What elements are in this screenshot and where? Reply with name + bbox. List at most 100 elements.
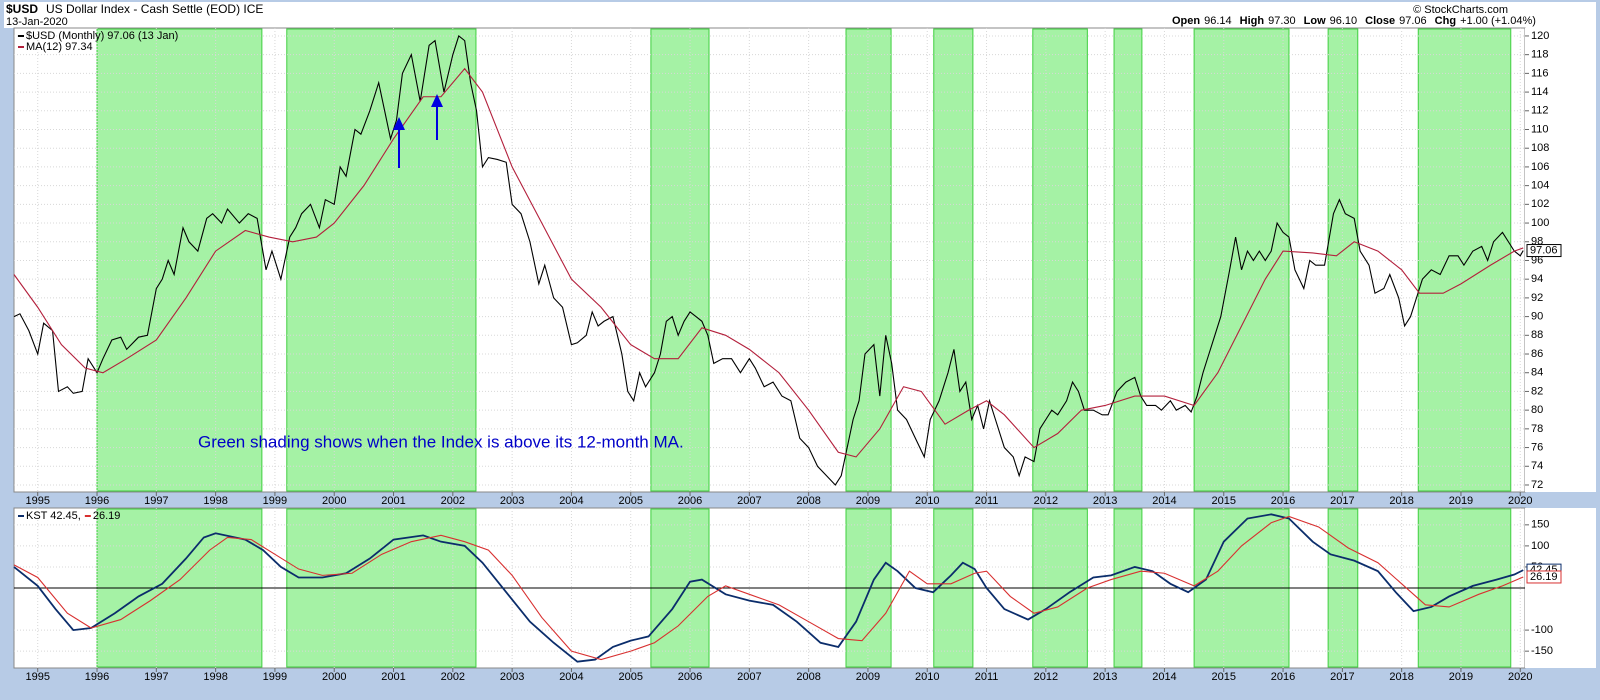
x-tick-label: 1998 — [203, 495, 227, 507]
quote-label: Low — [1304, 15, 1326, 27]
x-tick-label: 2001 — [381, 495, 405, 507]
x-tick-label: 1995 — [25, 495, 49, 507]
x-tick-label: 2012 — [1034, 671, 1058, 683]
y-tick-label: 76 — [1531, 441, 1543, 453]
shading — [650, 28, 710, 492]
x-tick-label: 2013 — [1093, 495, 1117, 507]
x-tick-label: 2006 — [678, 495, 702, 507]
y-tick-label: 114 — [1531, 86, 1549, 98]
x-tick-label: 2016 — [1271, 671, 1295, 683]
y-tick-label: 88 — [1531, 329, 1543, 341]
x-tick-label: 2003 — [500, 495, 524, 507]
y-tick-label: 94 — [1531, 273, 1543, 285]
end-label: 97.06 — [1530, 244, 1558, 256]
end-label-box — [1526, 244, 1562, 258]
x-tick-label: 2017 — [1330, 671, 1354, 683]
quote-value: 96.14 — [1204, 15, 1232, 27]
x-tick-label: 2011 — [975, 671, 999, 683]
quote-label: Open — [1172, 15, 1200, 27]
x-tick-label: 2001 — [381, 671, 405, 683]
series-line — [13, 513, 1524, 663]
instrument-name: US Dollar Index - Cash Settle (EOD) ICE — [46, 2, 263, 16]
x-tick-label: 2009 — [856, 495, 880, 507]
y-tick-label: 110 — [1531, 123, 1549, 135]
quote-value: 97.30 — [1268, 15, 1296, 27]
y-tick-label: 100 — [1531, 540, 1549, 552]
y-tick-label: 90 — [1531, 311, 1543, 323]
quote-label: Close — [1365, 15, 1395, 27]
plots: 7274767880828486889092949698100102104106… — [13, 28, 1562, 683]
y-tick-label: 84 — [1531, 367, 1543, 379]
shading — [845, 28, 892, 492]
x-tick-label: 1996 — [85, 495, 109, 507]
series-line — [13, 35, 1524, 486]
y-tick-label: 82 — [1531, 385, 1543, 397]
x-tick-label: 2018 — [1389, 495, 1413, 507]
shading — [1327, 28, 1359, 492]
x-tick-label: 2007 — [737, 671, 761, 683]
x-tick-label: 2012 — [1034, 495, 1058, 507]
x-tick-label: 2017 — [1330, 495, 1354, 507]
x-tick-label: 2000 — [322, 671, 346, 683]
y-tick-label: 92 — [1531, 292, 1543, 304]
symbol: $USD — [6, 2, 38, 16]
x-tick-label: 2014 — [1152, 671, 1176, 683]
x-tick-label: 2005 — [618, 495, 642, 507]
x-tick-label: 2002 — [441, 671, 465, 683]
y-tick-label: 78 — [1531, 423, 1543, 435]
series-line — [13, 515, 1524, 661]
end-label-box — [1526, 570, 1562, 584]
y-tick-label: 72 — [1531, 479, 1543, 491]
x-tick-label: 2008 — [796, 495, 820, 507]
quote-label: Chg — [1435, 15, 1456, 27]
x-tick-label: 2013 — [1093, 671, 1117, 683]
x-tick-label: 2015 — [1212, 495, 1236, 507]
legend-entry: KST 42.45, — [26, 510, 81, 522]
y-tick-label: 104 — [1531, 180, 1549, 192]
y-tick-label: 74 — [1531, 460, 1543, 472]
arrows — [393, 94, 443, 168]
x-tick-label: 2014 — [1152, 495, 1176, 507]
quote-value: +1.00 (+1.04%) — [1460, 15, 1536, 27]
x-tick-label: 2011 — [975, 495, 999, 507]
quote-label: High — [1240, 15, 1265, 27]
x-tick-label: 1999 — [263, 495, 287, 507]
x-tick-label: 2016 — [1271, 495, 1295, 507]
x-tick-label: 2020 — [1508, 671, 1532, 683]
legend-entry: MA(12) 97.34 — [26, 41, 93, 53]
quote-value: 96.10 — [1330, 15, 1358, 27]
copyright: © StockCharts.com — [1413, 4, 1508, 16]
y-tick-label: 108 — [1531, 142, 1549, 154]
x-tick-label: 1995 — [25, 671, 49, 683]
x-tick-label: 2005 — [618, 671, 642, 683]
x-tick-label: 1999 — [263, 671, 287, 683]
x-tick-label: 1996 — [85, 671, 109, 683]
y-tick-label: 102 — [1531, 198, 1549, 210]
x-tick-label: 1998 — [203, 671, 227, 683]
x-tick-label: 2020 — [1508, 495, 1532, 507]
x-tick-label: 2010 — [915, 495, 939, 507]
y-tick-label: -150 — [1531, 645, 1553, 657]
y-tick-label: 96 — [1531, 254, 1543, 266]
date: 13-Jan-2020 — [6, 16, 68, 28]
y-tick-label: 86 — [1531, 348, 1543, 360]
y-tick-label: -100 — [1531, 624, 1553, 636]
x-tick-label: 2007 — [737, 495, 761, 507]
x-tick-label: 2009 — [856, 671, 880, 683]
end-label: 26.19 — [1530, 571, 1558, 583]
arrow-head — [431, 94, 443, 107]
x-tick-label: 2008 — [796, 671, 820, 683]
x-tick-label: 1997 — [144, 495, 168, 507]
x-tick-label: 2006 — [678, 671, 702, 683]
quote-value: 97.06 — [1399, 15, 1427, 27]
x-tick-label: 2004 — [559, 495, 583, 507]
axis-bg — [1525, 508, 1596, 668]
x-tick-label: 2002 — [441, 495, 465, 507]
y-tick-label: 120 — [1531, 30, 1549, 42]
y-tick-label: 116 — [1531, 67, 1549, 79]
y-tick-label: 150 — [1531, 519, 1549, 531]
x-tick-label: 1997 — [144, 671, 168, 683]
x-tick-label: 2019 — [1449, 495, 1473, 507]
